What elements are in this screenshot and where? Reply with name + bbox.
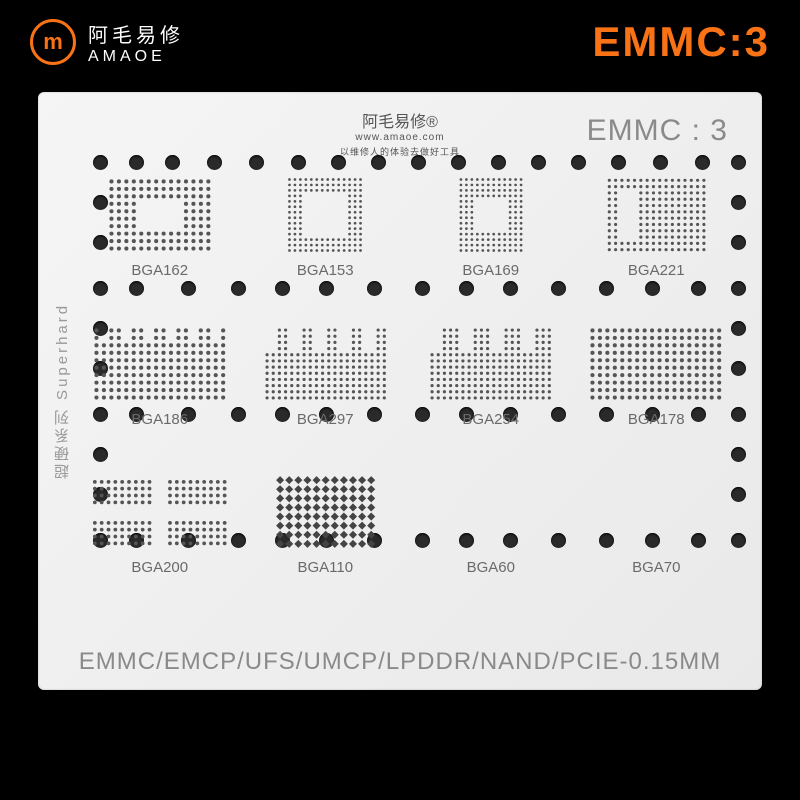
hole-icon bbox=[731, 195, 746, 210]
chip-pattern-icon bbox=[419, 471, 563, 553]
plate-footer: EMMC/EMCP/UFS/UMCP/LPDDR/NAND/PCIE-0.15M… bbox=[38, 648, 762, 676]
chip-cell: BGA178 bbox=[585, 323, 729, 446]
chip-cell: BGA186 bbox=[88, 323, 232, 446]
chip-cell: BGA162 bbox=[88, 174, 232, 297]
chip-pattern-icon bbox=[419, 174, 563, 256]
chip-label: BGA153 bbox=[297, 262, 354, 279]
chip-label: BGA70 bbox=[632, 559, 680, 576]
side-label: 超硬系列 Superhard bbox=[52, 303, 73, 479]
hole-icon bbox=[611, 155, 626, 170]
chip-label: BGA60 bbox=[467, 559, 515, 576]
chip-label: BGA200 bbox=[131, 559, 188, 576]
hole-icon bbox=[731, 321, 746, 336]
hole-icon bbox=[653, 155, 668, 170]
chip-label: BGA186 bbox=[131, 411, 188, 428]
stencil-plate: 阿毛易修® www.amaoe.com 以维修人的体验去做好工具 EMMC : … bbox=[38, 92, 762, 690]
chip-pattern-icon bbox=[585, 323, 729, 405]
chip-pattern-icon bbox=[88, 323, 232, 405]
plate-site: www.amaoe.com bbox=[340, 132, 460, 143]
brand-logo-icon: m bbox=[30, 19, 76, 65]
chip-pattern-icon bbox=[419, 323, 563, 405]
chip-pattern-icon bbox=[254, 471, 398, 553]
plate-slogan: 以维修人的体验去做好工具 bbox=[340, 145, 460, 158]
hole-icon bbox=[695, 155, 710, 170]
page-title: EMMC:3 bbox=[592, 18, 770, 66]
chip-label: BGA221 bbox=[628, 262, 685, 279]
chip-cell: BGA221 bbox=[585, 174, 729, 297]
chip-pattern-icon bbox=[254, 174, 398, 256]
plate-header: 阿毛易修® www.amaoe.com 以维修人的体验去做好工具 bbox=[340, 108, 460, 158]
plate-brand: 阿毛易修® bbox=[340, 108, 460, 132]
hole-icon bbox=[731, 533, 746, 548]
hole-icon bbox=[249, 155, 264, 170]
brand-text: 阿毛易修 AMAOE bbox=[88, 19, 184, 66]
hole-icon bbox=[531, 155, 546, 170]
chip-grid: BGA162 BGA153 BGA169 BGA221 BGA186 BGA297 BGA2… bbox=[88, 174, 728, 594]
chip-pattern-icon bbox=[585, 174, 729, 256]
hole-icon bbox=[731, 155, 746, 170]
chip-label: BGA110 bbox=[297, 559, 353, 576]
chip-cell: BGA60 bbox=[419, 471, 563, 594]
chip-pattern-icon bbox=[585, 471, 729, 553]
chip-cell: BGA169 bbox=[419, 174, 563, 297]
chip-label: BGA169 bbox=[462, 262, 519, 279]
hole-icon bbox=[93, 155, 108, 170]
brand-en: AMAOE bbox=[88, 48, 184, 66]
hole-icon bbox=[731, 447, 746, 462]
chip-cell: BGA254 bbox=[419, 323, 563, 446]
chip-pattern-icon bbox=[88, 174, 232, 256]
hole-icon bbox=[731, 407, 746, 422]
hole-icon bbox=[731, 235, 746, 250]
hole-icon bbox=[731, 487, 746, 502]
brand: m 阿毛易修 AMAOE bbox=[30, 19, 184, 66]
chip-cell: BGA70 bbox=[585, 471, 729, 594]
brand-cn: 阿毛易修 bbox=[88, 19, 184, 48]
chip-pattern-icon bbox=[254, 323, 398, 405]
hole-icon bbox=[129, 155, 144, 170]
hole-icon bbox=[571, 155, 586, 170]
chip-label: BGA297 bbox=[297, 411, 354, 428]
chip-label: BGA162 bbox=[131, 262, 188, 279]
hole-icon bbox=[491, 155, 506, 170]
hole-icon bbox=[207, 155, 222, 170]
chip-cell: BGA110 bbox=[254, 471, 398, 594]
chip-cell: BGA153 bbox=[254, 174, 398, 297]
hole-icon bbox=[291, 155, 306, 170]
chip-pattern-icon bbox=[88, 471, 232, 553]
top-bar: m 阿毛易修 AMAOE EMMC:3 bbox=[0, 0, 800, 76]
plate-title: EMMC : 3 bbox=[587, 114, 728, 148]
hole-icon bbox=[731, 281, 746, 296]
hole-icon bbox=[731, 361, 746, 376]
chip-cell: BGA297 bbox=[254, 323, 398, 446]
chip-cell: BGA200 bbox=[88, 471, 232, 594]
chip-label: BGA178 bbox=[628, 411, 685, 428]
chip-label: BGA254 bbox=[462, 411, 519, 428]
hole-icon bbox=[165, 155, 180, 170]
